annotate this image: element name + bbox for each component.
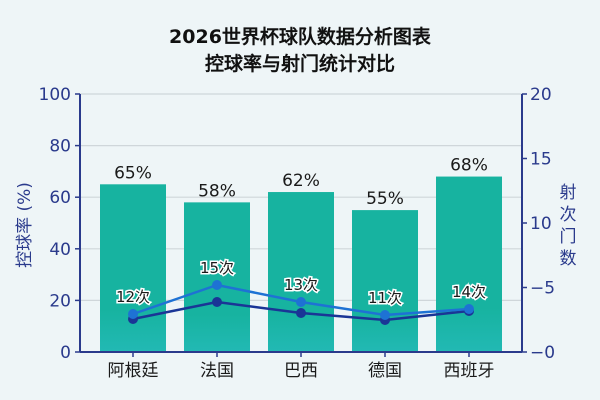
bar xyxy=(436,176,502,352)
category-label: 法国 xyxy=(200,361,234,381)
chart-title-line1: 2026世界杯球队数据分析图表 xyxy=(169,26,431,48)
chart-title-line2: 控球率与射门统计对比 xyxy=(204,53,395,75)
bar xyxy=(100,184,166,352)
left-tick-label: 0 xyxy=(60,343,71,363)
shots-marker-light xyxy=(380,310,390,320)
right-tick-label: −0 xyxy=(530,343,555,363)
shots-value-label: 11次 xyxy=(368,289,402,307)
category-label: 西班牙 xyxy=(444,361,495,381)
shots-marker-light xyxy=(464,304,474,314)
shots-marker-dark xyxy=(296,308,306,318)
bar-value-label: 58% xyxy=(198,181,236,201)
bar-value-label: 55% xyxy=(366,189,404,209)
right-tick-label: 10 xyxy=(530,214,552,234)
shots-value-label: 14次 xyxy=(452,283,486,301)
category-label: 巴西 xyxy=(284,361,318,381)
bar xyxy=(184,202,250,352)
left-tick-label: 100 xyxy=(39,85,71,105)
left-tick-label: 20 xyxy=(49,291,71,311)
bar-value-label: 62% xyxy=(282,171,320,191)
right-axis-title-char: 数 xyxy=(560,249,577,269)
right-tick-label: 15 xyxy=(530,150,552,170)
category-label: 阿根廷 xyxy=(108,361,159,381)
right-axis-title-char: 门 xyxy=(560,227,577,247)
shots-value-label: 13次 xyxy=(284,276,318,294)
chart-title: 2026世界杯球队数据分析图表 控球率与射门统计对比 xyxy=(0,24,600,78)
shots-value-label: 12次 xyxy=(116,288,150,306)
shots-value-label: 15次 xyxy=(200,259,234,277)
right-axis-title-char: 射 xyxy=(560,183,577,203)
shots-marker-light xyxy=(128,309,138,319)
bar-value-label: 68% xyxy=(450,156,488,176)
shots-marker-light xyxy=(296,297,306,307)
bar xyxy=(268,192,334,352)
left-tick-label: 40 xyxy=(49,240,71,260)
shots-marker-light xyxy=(212,280,222,290)
right-tick-label: 20 xyxy=(530,85,552,105)
bar xyxy=(352,210,418,352)
left-tick-label: 60 xyxy=(49,188,71,208)
left-axis-title: 控球率 (%) xyxy=(15,182,35,268)
right-axis-title-char: 次 xyxy=(560,205,577,225)
category-label: 德国 xyxy=(368,361,402,381)
right-tick-label: −5 xyxy=(530,279,555,299)
left-tick-label: 80 xyxy=(49,137,71,157)
bar-value-label: 65% xyxy=(114,163,152,183)
shots-marker-dark xyxy=(212,297,222,307)
